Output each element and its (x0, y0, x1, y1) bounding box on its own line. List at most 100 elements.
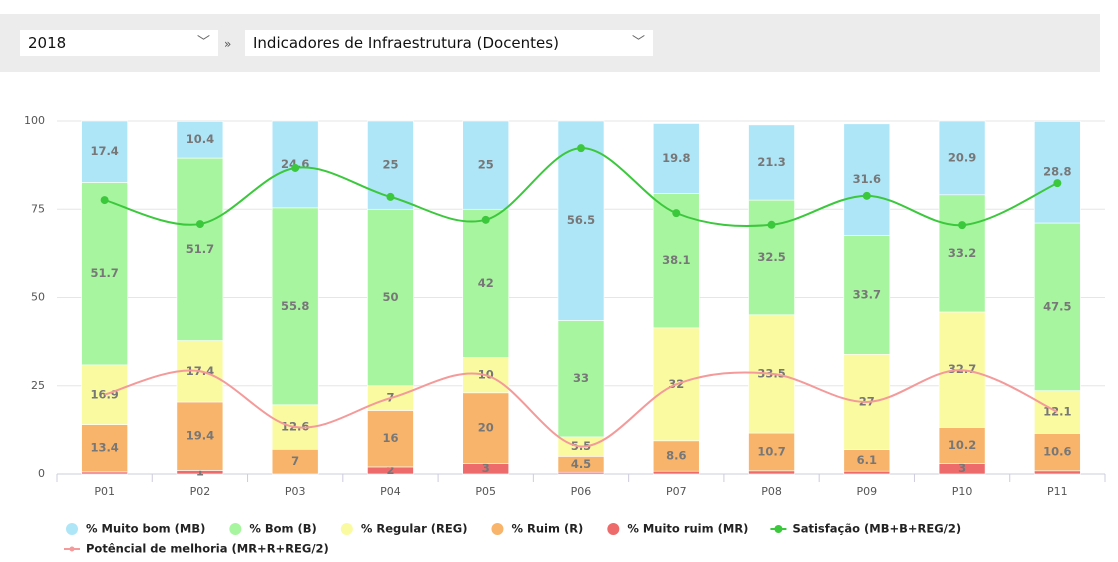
data-label: 10.4 (186, 132, 214, 146)
x-tick-label: P10 (952, 485, 973, 498)
bar-segment (81, 424, 128, 473)
x-tick-label: P03 (285, 485, 306, 498)
data-label: 13.4 (90, 441, 118, 455)
bar-segment (271, 207, 319, 406)
legend-label: % Bom (B) (249, 522, 316, 536)
x-tick-label: P09 (856, 485, 877, 498)
legend-item: % Ruim (R) (491, 522, 583, 536)
year-select[interactable]: 2018 ﹀ (20, 30, 218, 56)
bar-segment (176, 121, 224, 159)
data-label: 8.6 (666, 448, 686, 462)
bar-segment (843, 235, 891, 355)
chevron: ﹀ (631, 35, 645, 50)
bar-segment (81, 471, 128, 475)
bar-segment (748, 199, 795, 316)
legend-item: Potêncial de melhoria (MR+R+REG/2) (64, 542, 329, 556)
data-label: 32.5 (757, 250, 785, 264)
separator: » (224, 37, 232, 51)
data-label: 3 (482, 461, 490, 475)
legend-item: % Muito ruim (MR) (607, 522, 748, 536)
y-tick-label: 100 (24, 114, 45, 127)
bar-segment (367, 208, 414, 387)
point (1053, 179, 1062, 188)
bar-segment (843, 123, 891, 236)
data-label: 42 (478, 276, 494, 290)
point (291, 163, 300, 172)
bar-segment (557, 320, 605, 438)
legend-item: % Muito bom (MB) (66, 522, 205, 536)
data-label: 38.1 (662, 253, 690, 267)
bar-segment (557, 120, 605, 321)
x-tick-label: P05 (475, 485, 496, 498)
line (104, 369, 1058, 448)
data-label: 31.6 (853, 172, 881, 186)
legend-label: Potêncial de melhoria (MR+R+REG/2) (86, 542, 329, 556)
point (672, 209, 681, 218)
data-label: 3 (958, 461, 966, 475)
y-tick-label: 75 (31, 202, 45, 215)
legend-label: % Muito ruim (MR) (627, 522, 748, 536)
point (481, 215, 490, 224)
point (195, 220, 204, 229)
point (386, 192, 395, 201)
point (958, 221, 967, 230)
data-label: 33 (573, 371, 589, 385)
year: 2018 (28, 34, 67, 52)
x-tick-label: P04 (380, 485, 401, 498)
data-label: 19.4 (186, 429, 214, 443)
point (767, 220, 776, 229)
bar-segment (748, 124, 795, 201)
bar-segment (938, 427, 986, 464)
filter-bar: 2018 ﹀ » Indicadores de Infraestrutura (D… (0, 14, 1100, 72)
data-label: 4.5 (571, 457, 591, 471)
data-label: 16 (382, 431, 398, 445)
bar-segment (176, 401, 224, 471)
x-tick-label: P01 (94, 485, 115, 498)
bar-segment (1034, 433, 1081, 472)
bar-segment (176, 157, 224, 341)
bar-segment (1034, 470, 1081, 475)
data-label: 50 (382, 290, 398, 304)
x-tick-label: P06 (571, 485, 592, 498)
data-label: 51.7 (186, 242, 214, 256)
legend-item: % Regular (REG) (340, 522, 468, 536)
bar-segment (81, 182, 128, 366)
bar-segment (271, 448, 319, 475)
data-label: 10.6 (1043, 445, 1071, 459)
data-label: 19.8 (662, 151, 690, 165)
bar-segment (652, 470, 700, 475)
indicator-select[interactable]: Indicadores de Infraestrutura (Docentes)… (245, 30, 653, 56)
y-tick-label: 25 (31, 379, 45, 392)
data-label: 33.2 (948, 246, 976, 260)
data-label: 7 (291, 454, 299, 468)
data-label: 1 (196, 465, 204, 479)
legend-item: % Bom (B) (229, 522, 317, 536)
data-label: 10.7 (757, 444, 785, 458)
point (100, 196, 109, 205)
legend-label: Satisfação (MB+B+REG/2) (792, 522, 961, 536)
data-label: 20 (478, 421, 494, 435)
point (862, 191, 871, 200)
bar-segment (652, 123, 700, 194)
bar-segment (938, 120, 986, 196)
data-label: 28.8 (1043, 165, 1071, 179)
data-label: 56.5 (567, 213, 595, 227)
legend-marker (491, 523, 504, 535)
legend-label: % Muito bom (MB) (86, 522, 205, 536)
x-tick-label: P07 (666, 485, 687, 498)
y-tick-label: 50 (31, 291, 45, 304)
legend-marker (66, 523, 78, 535)
legend-label: % Regular (REG) (361, 522, 468, 536)
legend-marker (774, 525, 783, 533)
bar-segment (81, 120, 128, 183)
x-tick-label: P11 (1047, 485, 1068, 498)
legend-marker (607, 523, 620, 535)
bar-segment (1034, 121, 1081, 224)
bar-segment (1034, 222, 1081, 391)
bar-segment (843, 470, 891, 475)
data-label: 55.8 (281, 299, 309, 313)
data-label: 2 (386, 463, 394, 477)
data-label: 47.5 (1043, 299, 1071, 313)
legend-item: Satisfação (MB+B+REG/2) (770, 522, 961, 536)
